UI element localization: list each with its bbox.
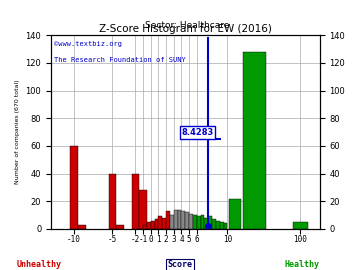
Bar <box>193 215 197 229</box>
Y-axis label: Number of companies (670 total): Number of companies (670 total) <box>15 80 20 184</box>
Bar <box>216 221 220 229</box>
Bar <box>204 218 208 229</box>
Bar <box>174 210 177 229</box>
Bar <box>143 225 147 229</box>
Text: Unhealthy: Unhealthy <box>17 260 62 269</box>
Title: Z-Score Histogram for EW (2016): Z-Score Histogram for EW (2016) <box>99 25 272 35</box>
Bar <box>139 190 147 229</box>
Text: Score: Score <box>167 260 193 269</box>
Bar <box>151 221 154 229</box>
Bar <box>243 52 266 229</box>
Bar <box>201 215 204 229</box>
Bar <box>166 211 170 229</box>
Bar <box>170 215 174 229</box>
Bar <box>78 225 86 229</box>
Bar <box>224 223 228 229</box>
Bar <box>181 211 185 229</box>
Bar <box>229 198 241 229</box>
Text: The Research Foundation of SUNY: The Research Foundation of SUNY <box>54 56 185 63</box>
Bar <box>116 225 124 229</box>
Bar <box>158 217 162 229</box>
Bar <box>131 174 139 229</box>
Text: ©www.textbiz.org: ©www.textbiz.org <box>54 41 122 47</box>
Text: Sector: Healthcare: Sector: Healthcare <box>145 21 229 30</box>
Bar <box>185 212 189 229</box>
Bar <box>109 174 116 229</box>
Text: Healthy: Healthy <box>285 260 320 269</box>
Bar <box>293 222 308 229</box>
Text: 8.4283: 8.4283 <box>181 128 214 137</box>
Bar <box>162 218 166 229</box>
Bar <box>70 146 78 229</box>
Bar <box>197 217 201 229</box>
Bar <box>212 219 216 229</box>
Bar <box>189 214 193 229</box>
Bar <box>154 219 158 229</box>
Bar <box>147 222 151 229</box>
Bar <box>208 217 212 229</box>
Bar <box>177 210 181 229</box>
Bar <box>220 222 224 229</box>
